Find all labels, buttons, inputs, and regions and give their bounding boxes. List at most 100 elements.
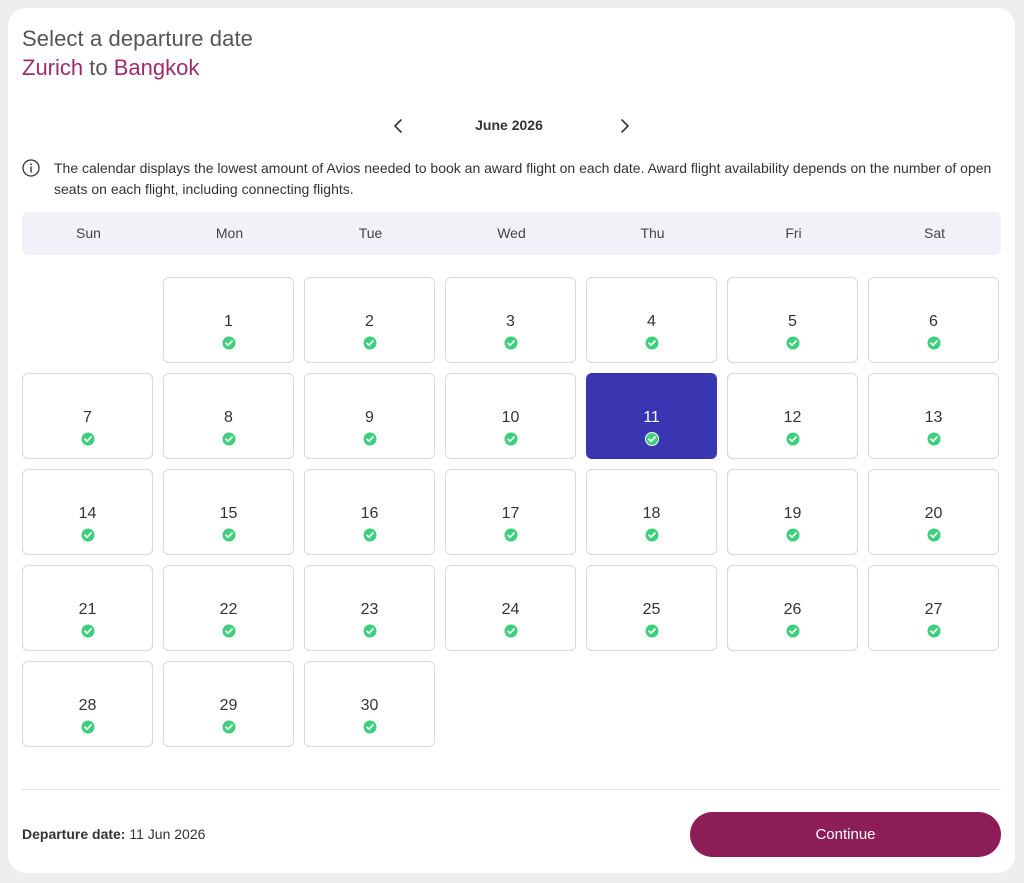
weekday-sat: Sat — [923, 225, 945, 241]
day-number: 23 — [360, 601, 379, 618]
day-number: 28 — [78, 697, 97, 714]
check-circle-icon — [504, 432, 518, 446]
day-number: 24 — [501, 601, 520, 618]
calendar-day-11[interactable]: 11 — [586, 373, 717, 459]
day-number: 19 — [783, 505, 802, 522]
calendar-day-26[interactable]: 26 — [727, 565, 858, 651]
day-number: 1 — [224, 313, 233, 330]
calendar-day-3[interactable]: 3 — [445, 277, 576, 363]
month-navigation: June 2026 — [384, 114, 634, 138]
day-number: 10 — [501, 409, 520, 426]
route-connector: to — [89, 55, 108, 80]
previous-month-button[interactable] — [386, 114, 410, 138]
check-circle-icon — [222, 336, 236, 350]
check-circle-icon — [504, 528, 518, 542]
day-number: 30 — [360, 697, 379, 714]
calendar-day-12[interactable]: 12 — [727, 373, 858, 459]
day-number: 7 — [83, 409, 92, 426]
weekday-sun: Sun — [76, 225, 101, 241]
check-circle-icon — [927, 336, 941, 350]
weekday-tue: Tue — [358, 225, 383, 241]
calendar-day-13[interactable]: 13 — [868, 373, 999, 459]
check-circle-icon — [363, 336, 377, 350]
calendar-day-25[interactable]: 25 — [586, 565, 717, 651]
departure-summary: Departure date: 11 Jun 2026 — [22, 826, 205, 842]
check-circle-icon — [81, 720, 95, 734]
day-number: 22 — [219, 601, 238, 618]
calendar-day-19[interactable]: 19 — [727, 469, 858, 555]
calendar-day-22[interactable]: 22 — [163, 565, 294, 651]
day-number: 20 — [924, 505, 943, 522]
day-number: 14 — [78, 505, 97, 522]
origin-city: Zurich — [22, 55, 84, 80]
check-circle-icon — [786, 432, 800, 446]
info-icon — [22, 159, 40, 177]
calendar-day-9[interactable]: 9 — [304, 373, 435, 459]
calendar-day-10[interactable]: 10 — [445, 373, 576, 459]
continue-button[interactable]: Continue — [690, 812, 1001, 857]
divider — [22, 789, 1001, 790]
check-circle-icon — [222, 432, 236, 446]
calendar-grid: 1 2 3 4 5 6 7 8 9 10 11 12 13 14 15 16 17 18 19 20 21 22 23 24 2… — [22, 277, 1001, 752]
check-circle-icon — [645, 432, 659, 446]
calendar-day-27[interactable]: 27 — [868, 565, 999, 651]
day-number: 3 — [506, 313, 515, 330]
check-circle-icon — [645, 336, 659, 350]
destination-city: Bangkok — [113, 55, 200, 80]
next-month-button[interactable] — [613, 114, 637, 138]
day-number: 8 — [224, 409, 233, 426]
check-circle-icon — [222, 720, 236, 734]
calendar-day-29[interactable]: 29 — [163, 661, 294, 747]
day-number: 13 — [924, 409, 943, 426]
day-number: 26 — [783, 601, 802, 618]
weekday-wed: Wed — [497, 225, 526, 241]
check-circle-icon — [363, 528, 377, 542]
day-number: 11 — [643, 409, 660, 426]
calendar-day-8[interactable]: 8 — [163, 373, 294, 459]
day-number: 17 — [501, 505, 520, 522]
check-circle-icon — [363, 624, 377, 638]
calendar-day-2[interactable]: 2 — [304, 277, 435, 363]
calendar-day-18[interactable]: 18 — [586, 469, 717, 555]
calendar-day-4[interactable]: 4 — [586, 277, 717, 363]
check-circle-icon — [927, 432, 941, 446]
calendar-day-14[interactable]: 14 — [22, 469, 153, 555]
calendar-day-20[interactable]: 20 — [868, 469, 999, 555]
calendar-day-17[interactable]: 17 — [445, 469, 576, 555]
page-title: Select a departure date — [22, 26, 254, 51]
day-number: 25 — [642, 601, 661, 618]
check-circle-icon — [363, 720, 377, 734]
day-number: 18 — [642, 505, 661, 522]
check-circle-icon — [222, 528, 236, 542]
weekday-fri: Fri — [785, 225, 802, 241]
day-number: 12 — [783, 409, 802, 426]
calendar-day-30[interactable]: 30 — [304, 661, 435, 747]
chevron-right-icon — [621, 119, 629, 133]
month-label: June 2026 — [475, 117, 543, 133]
calendar-day-28[interactable]: 28 — [22, 661, 153, 747]
chevron-left-icon — [394, 119, 402, 133]
check-circle-icon — [786, 528, 800, 542]
calendar-day-7[interactable]: 7 — [22, 373, 153, 459]
check-circle-icon — [81, 528, 95, 542]
weekday-thu: Thu — [640, 225, 665, 241]
calendar-day-24[interactable]: 24 — [445, 565, 576, 651]
check-circle-icon — [222, 624, 236, 638]
calendar-day-21[interactable]: 21 — [22, 565, 153, 651]
day-number: 29 — [219, 697, 238, 714]
day-number: 15 — [219, 505, 238, 522]
calendar-day-15[interactable]: 15 — [163, 469, 294, 555]
day-number: 2 — [365, 313, 374, 330]
calendar-day-16[interactable]: 16 — [304, 469, 435, 555]
route-line: Zurich to Bangkok — [22, 55, 199, 81]
check-circle-icon — [81, 432, 95, 446]
calendar-day-23[interactable]: 23 — [304, 565, 435, 651]
date-picker-panel: Select a departure date Zurich to Bangko… — [8, 8, 1015, 873]
calendar-day-6[interactable]: 6 — [868, 277, 999, 363]
check-circle-icon — [363, 432, 377, 446]
calendar-day-5[interactable]: 5 — [727, 277, 858, 363]
day-number: 6 — [929, 313, 938, 330]
day-number: 21 — [78, 601, 97, 618]
calendar-day-1[interactable]: 1 — [163, 277, 294, 363]
check-circle-icon — [927, 528, 941, 542]
